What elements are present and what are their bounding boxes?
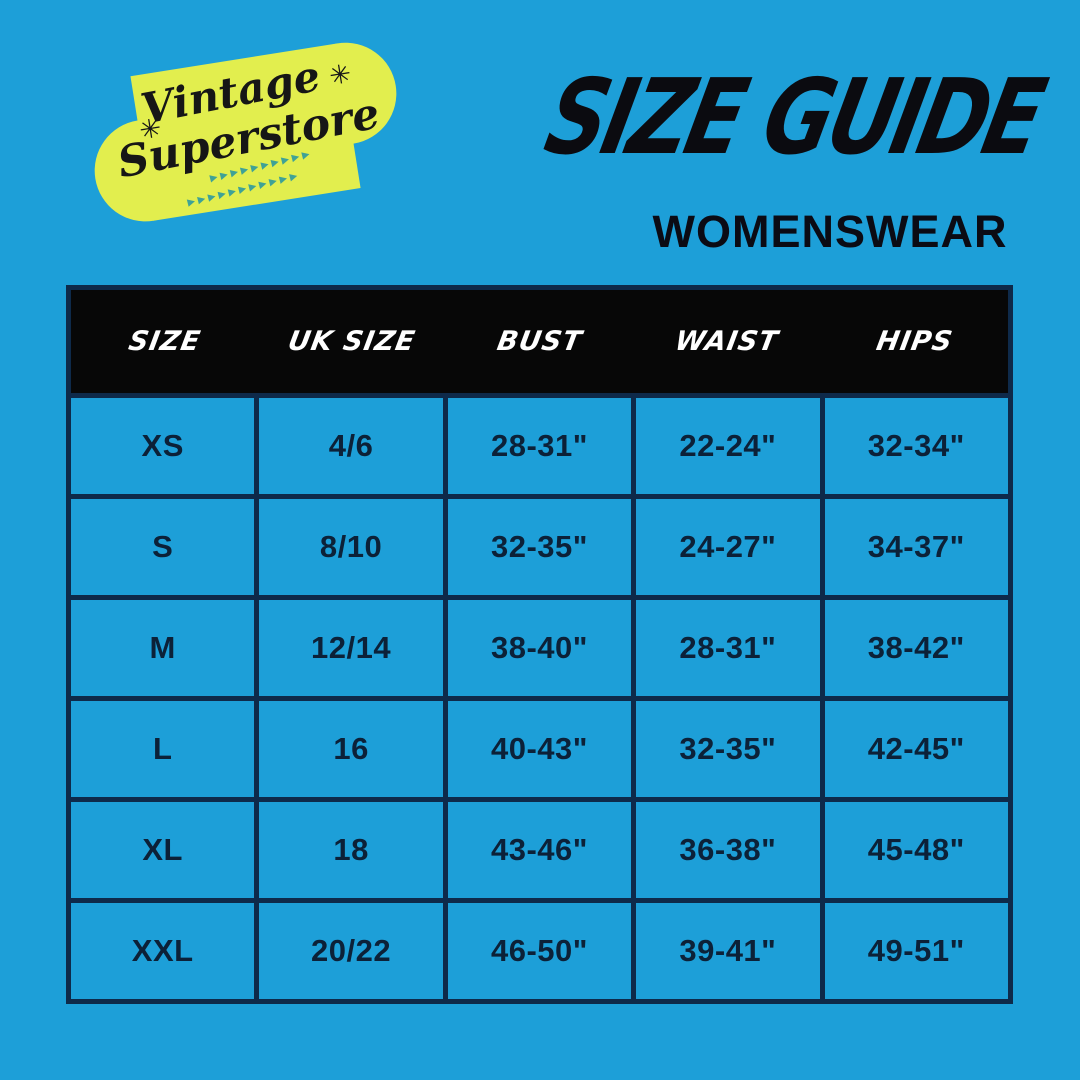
cell-size: M [71,600,255,696]
column-header-hips: HIPS [873,326,955,357]
cell-hips: 38-42" [824,600,1008,696]
column-header-uk-size: UK SIZE [285,326,419,357]
table-body: XS 4/6 28-31" 22-24" 32-34" S 8/10 32-35… [71,393,1008,999]
cell-bust: 28-31" [447,398,632,494]
cell-waist: 39-41" [636,903,820,999]
cell-size: L [71,701,255,797]
table-header-row: SIZE UK SIZE BUST WAIST HIPS [71,290,1008,393]
cell-size: XXL [71,903,255,999]
column-header-size: SIZE [126,326,204,357]
column-header-bust: BUST [494,326,585,357]
cell-bust: 46-50" [447,903,632,999]
cell-uk: 18 [259,802,443,898]
cell-size: S [71,499,255,595]
cell-hips: 34-37" [824,499,1008,595]
column-header-waist: WAIST [672,326,781,357]
cell-size: XL [71,802,255,898]
logo-badge-shape [94,42,397,222]
brand-logo: ✳ ✳ Vintage Superstore ▸▸▸▸▸▸▸▸▸▸ ▸▸▸▸▸▸… [74,28,417,236]
page-title: SIZE GUIDE [536,56,1052,178]
cell-size: XS [71,398,255,494]
cell-waist: 22-24" [636,398,820,494]
page-subtitle: WOMENSWEAR [652,206,1008,257]
cell-uk: 8/10 [259,499,443,595]
cell-bust: 43-46" [447,802,632,898]
cell-hips: 42-45" [824,701,1008,797]
cell-bust: 32-35" [447,499,632,595]
cell-uk: 16 [259,701,443,797]
cell-bust: 40-43" [447,701,632,797]
cell-uk: 12/14 [259,600,443,696]
cell-hips: 32-34" [824,398,1008,494]
cell-hips: 49-51" [824,903,1008,999]
cell-waist: 36-38" [636,802,820,898]
cell-waist: 32-35" [636,701,820,797]
cell-bust: 38-40" [447,600,632,696]
cell-uk: 4/6 [259,398,443,494]
cell-uk: 20/22 [259,903,443,999]
size-table: SIZE UK SIZE BUST WAIST HIPS XS 4/6 28-3… [66,285,1013,1004]
cell-hips: 45-48" [824,802,1008,898]
cell-waist: 28-31" [636,600,820,696]
cell-waist: 24-27" [636,499,820,595]
